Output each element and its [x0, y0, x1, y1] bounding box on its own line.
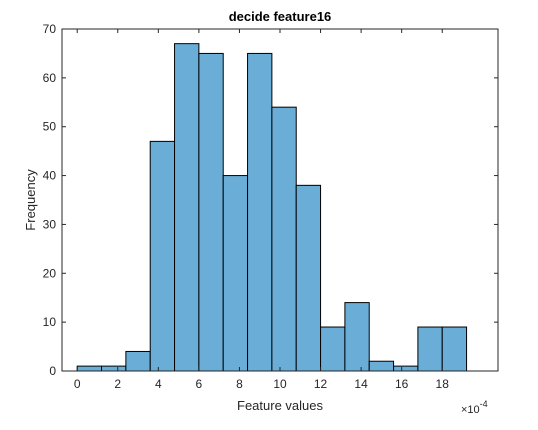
histogram-bar [76, 365, 103, 372]
chart-title: decide feature16 [229, 9, 332, 24]
y-tick-label: 50 [43, 120, 57, 134]
x-tick-label: 0 [74, 377, 81, 391]
y-tick-label: 30 [43, 217, 57, 231]
y-tick-label: 40 [43, 169, 57, 183]
y-tick-label: 10 [43, 315, 57, 329]
y-tick-label: 0 [49, 364, 56, 378]
x-tick-label: 10 [273, 377, 287, 391]
histogram-bar [101, 365, 127, 372]
x-tick-label: 18 [436, 377, 450, 391]
histogram-bar [125, 350, 151, 372]
x-axis-multiplier-exponent: -4 [480, 399, 488, 409]
x-tick-label: 16 [395, 377, 409, 391]
histogram-bar [174, 43, 200, 372]
bars-group [76, 43, 468, 372]
histogram-bar [344, 302, 370, 372]
histogram-bar [198, 52, 224, 372]
histogram-bar [368, 360, 395, 372]
histogram-bar [393, 365, 419, 372]
histogram-bar [149, 140, 176, 372]
y-axis-label: Frequency [23, 169, 38, 231]
x-tick-label: 8 [236, 377, 243, 391]
x-axis-multiplier: ×10-4 [461, 399, 488, 416]
histogram-bar [222, 175, 249, 372]
y-tick-label: 60 [43, 71, 57, 85]
histogram-bar [247, 52, 273, 372]
x-tick-label: 2 [114, 377, 121, 391]
x-tick-label: 14 [354, 377, 368, 391]
x-axis-multiplier-base: ×10 [461, 404, 480, 416]
histogram-bar [320, 326, 346, 372]
x-tick-label: 4 [155, 377, 162, 391]
histogram-bar [295, 184, 322, 372]
histogram-bar [417, 326, 443, 372]
histogram-bar [271, 106, 297, 372]
y-tick-label: 20 [43, 266, 57, 280]
x-tick-label: 12 [314, 377, 328, 391]
plot-frame [61, 28, 499, 372]
x-axis-label: Feature values [237, 398, 323, 413]
y-tick-label: 70 [43, 22, 57, 36]
x-axis-ticks: 0 2 4 6 8 10 12 14 16 18 [74, 29, 449, 391]
x-tick-label: 6 [196, 377, 203, 391]
histogram-bar [441, 326, 468, 372]
